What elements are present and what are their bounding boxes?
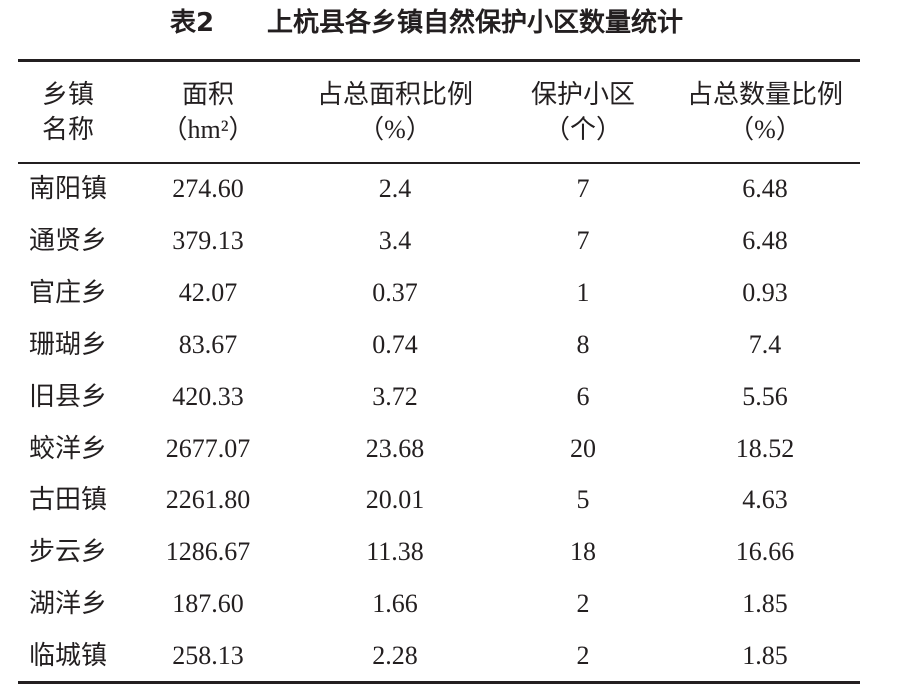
bottom-rule (18, 681, 860, 684)
row-name: 珊瑚乡 (28, 329, 108, 359)
row-name: 南阳镇 (28, 174, 108, 203)
cell: 1286.67 (165, 537, 251, 567)
cell: 5 (576, 485, 590, 515)
header-cell: 保护小区 (530, 80, 636, 109)
header-cell: （hm²） (161, 115, 255, 144)
cell: 18 (570, 537, 596, 567)
row-name: 通贤乡 (28, 225, 108, 255)
cell: 1.66 (372, 589, 418, 619)
cell: 0.93 (742, 277, 788, 307)
header-cell: 名称 (41, 115, 95, 144)
header-cell: 面积 (181, 80, 235, 109)
cell: 3.4 (378, 225, 412, 255)
row-name: 官庄乡 (28, 277, 108, 307)
cell: 1 (576, 277, 590, 307)
cell: 7.4 (748, 329, 782, 359)
cell: 20.01 (365, 485, 425, 515)
row-name: 湖洋乡 (28, 589, 108, 619)
cell: 23.68 (365, 433, 425, 463)
cell: 16.66 (735, 537, 795, 567)
cell: 6 (576, 381, 590, 411)
cell: 1.85 (742, 589, 788, 619)
cell: 2677.07 (165, 433, 251, 463)
cell: 83.67 (178, 329, 238, 359)
top-rule (18, 59, 860, 62)
cell: 7 (576, 174, 590, 203)
row-name: 步云乡 (28, 537, 108, 567)
cell: 18.52 (735, 433, 795, 463)
row-name: 蛟洋乡 (28, 433, 108, 463)
cell: 1.85 (742, 641, 788, 671)
header-cell: 占总数量比例 (686, 80, 844, 109)
cell: 20 (570, 433, 596, 463)
cell: 2.4 (378, 174, 412, 203)
row-name: 古田镇 (28, 485, 108, 515)
cell: 0.37 (372, 277, 418, 307)
cell: 8 (576, 329, 590, 359)
cell: 4.63 (742, 485, 788, 515)
cell: 258.13 (172, 641, 244, 671)
cell: 2 (576, 589, 590, 619)
cell: 6.48 (742, 174, 788, 203)
cell: 11.38 (366, 537, 424, 567)
row-name: 临城镇 (28, 641, 108, 671)
cell: 2261.80 (165, 485, 251, 515)
header-cell: 乡镇 (41, 80, 95, 109)
cell: 379.13 (172, 225, 244, 255)
cell: 420.33 (172, 381, 244, 411)
table-label: 表2 (169, 8, 215, 38)
cell: 0.74 (372, 329, 418, 359)
header-cell: （%） (358, 115, 432, 144)
header-rule (18, 162, 860, 164)
table-title: 上杭县各乡镇自然保护小区数量统计 (266, 8, 684, 38)
cell: 274.60 (172, 174, 244, 203)
cell: 42.07 (178, 277, 238, 307)
header-cell: （%） (728, 115, 802, 144)
cell: 2 (576, 641, 590, 671)
header-cell: （个） (543, 115, 623, 144)
cell: 6.48 (742, 225, 788, 255)
cell: 3.72 (372, 381, 418, 411)
cell: 7 (576, 225, 590, 255)
cell: 187.60 (172, 589, 244, 619)
header-cell: 占总面积比例 (316, 80, 474, 109)
cell: 2.28 (372, 641, 418, 671)
cell: 5.56 (742, 381, 788, 411)
row-name: 旧县乡 (28, 381, 108, 411)
